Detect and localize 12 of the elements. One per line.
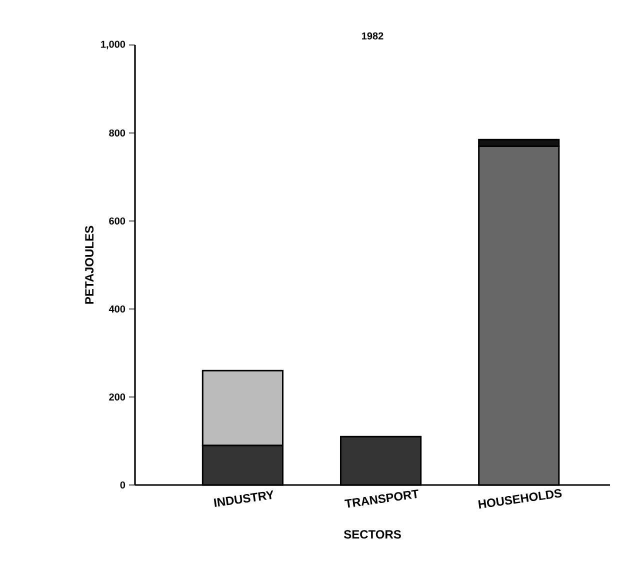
- y-tick-label: 1,000: [101, 40, 126, 50]
- chart-title: 1982: [362, 32, 384, 40]
- y-tick-label: 600: [109, 217, 126, 225]
- x-tick-label: TRANSPORT: [344, 489, 418, 508]
- y-tick-label: 0: [120, 481, 126, 489]
- y-tick-label: 800: [109, 129, 126, 137]
- y-tick-label: 400: [108, 305, 126, 313]
- x-tick-label: INDUSTRY: [214, 490, 274, 507]
- x-tick-label: HOUSEHOLDS: [478, 489, 562, 509]
- x-axis-title: SECTORS: [344, 530, 401, 539]
- y-axis-title: PETAJOULES: [85, 226, 94, 304]
- y-tick-label: 200: [109, 393, 126, 401]
